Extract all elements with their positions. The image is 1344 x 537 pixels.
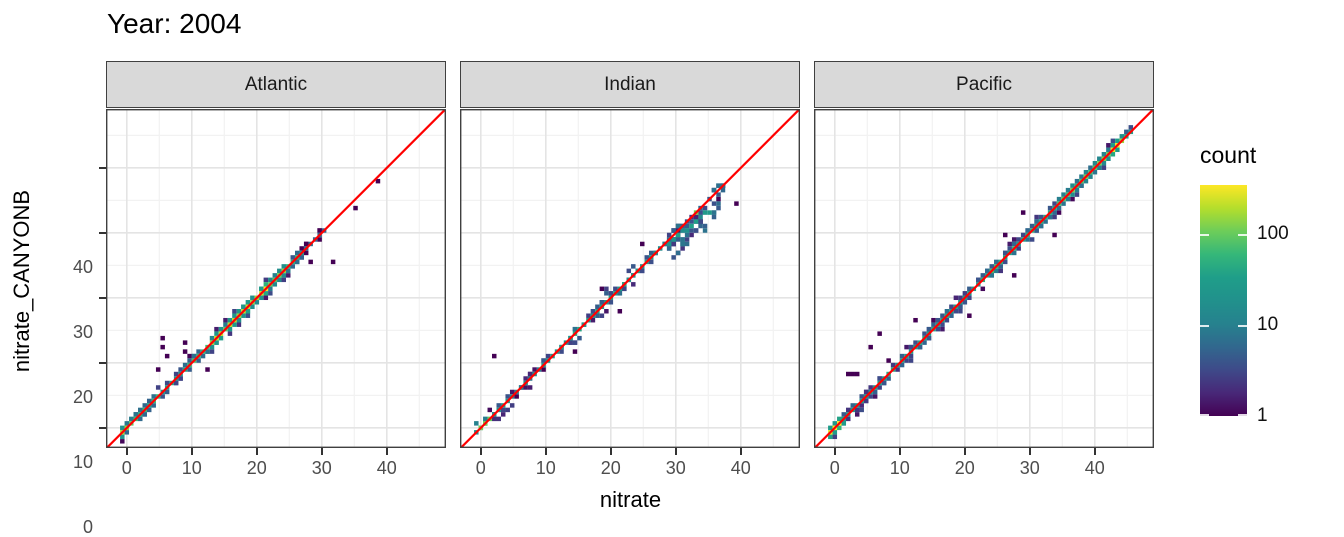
y-tick-mark (99, 296, 106, 299)
plot-title: Year: 2004 (107, 8, 242, 39)
x-tick-mark (674, 448, 677, 455)
panel-atlantic (106, 109, 446, 448)
x-tick-mark (544, 448, 547, 455)
facet-strip-pacific: Pacific (814, 61, 1154, 108)
facet-pacific: Pacific 0 10 20 30 40 (814, 61, 1154, 481)
facet-strip-label: Indian (604, 73, 656, 95)
x-tick-label: 40 (1084, 458, 1105, 478)
y-tick-mark (99, 361, 106, 364)
x-tick-mark (898, 448, 901, 455)
x-axis-indian: 0 10 20 30 40 (460, 448, 800, 488)
x-tick-mark (385, 448, 388, 455)
panel-border (814, 109, 1154, 448)
y-tick-label: 40 (72, 257, 93, 277)
y-tick-mark (99, 166, 106, 169)
x-tick-label: 10 (535, 458, 556, 478)
facet-strip-atlantic: Atlantic (106, 61, 446, 108)
legend-tick-mark (1238, 325, 1247, 328)
x-tick-mark (963, 448, 966, 455)
x-tick-label: 0 (829, 458, 840, 478)
x-tick-label: 30 (1019, 458, 1040, 478)
grid-lines (814, 109, 1154, 448)
grid-lines (460, 109, 800, 448)
y-tick-label: 10 (72, 452, 93, 472)
identity-line (106, 109, 446, 448)
y-tick-label: 20 (72, 387, 93, 407)
facet-strip-indian: Indian (460, 61, 800, 108)
x-tick-label: 40 (730, 458, 751, 478)
legend-title: count (1200, 142, 1257, 168)
x-tick-label: 10 (181, 458, 202, 478)
y-axis: 40 30 20 10 0 (0, 109, 106, 537)
grid-lines (106, 109, 446, 448)
y-tick-label: 0 (82, 517, 93, 537)
x-tick-label: 30 (311, 458, 332, 478)
x-tick-label: 10 (889, 458, 910, 478)
x-axis-atlantic: 0 10 20 30 40 (106, 448, 446, 488)
facet-strip-label: Pacific (956, 73, 1012, 95)
x-axis-title: nitrate (599, 487, 662, 512)
panel-border (106, 109, 446, 448)
x-tick-label: 40 (376, 458, 397, 478)
x-tick-mark (190, 448, 193, 455)
x-tick-mark (125, 448, 128, 455)
x-tick-label: 0 (475, 458, 486, 478)
legend-tick-mark (1238, 234, 1247, 237)
x-axis-pacific: 0 10 20 30 40 (814, 448, 1154, 488)
x-tick-label: 20 (600, 458, 621, 478)
legend-tick-mark (1200, 234, 1209, 237)
panel-pacific (814, 109, 1154, 448)
identity-line (460, 109, 800, 448)
facet-atlantic: Atlantic 0 10 20 30 40 (106, 61, 446, 481)
legend-tick-mark (1200, 325, 1209, 328)
legend-tick-mark (1238, 414, 1247, 416)
y-tick-mark (99, 231, 106, 234)
legend-colorbar (1200, 185, 1247, 416)
panel-indian (460, 109, 800, 448)
facet-indian: Indian 0 10 20 30 40 (460, 61, 800, 481)
x-tick-label: 20 (246, 458, 267, 478)
x-tick-mark (833, 448, 836, 455)
x-tick-mark (479, 448, 482, 455)
legend-tick-label: 10 (1257, 314, 1279, 336)
legend-tick-label: 1 (1257, 405, 1268, 426)
x-tick-mark (1093, 448, 1096, 455)
x-tick-mark (1028, 448, 1031, 455)
x-tick-mark (255, 448, 258, 455)
legend-tick-mark (1200, 414, 1209, 416)
x-tick-label: 30 (665, 458, 686, 478)
legend-tick-label: 100 (1257, 223, 1289, 245)
x-tick-mark (320, 448, 323, 455)
legend-count: count 100 10 1 (1197, 142, 1344, 442)
x-tick-mark (609, 448, 612, 455)
x-tick-mark (739, 448, 742, 455)
x-tick-label: 0 (121, 458, 132, 478)
panel-border (460, 109, 800, 448)
identity-line (814, 109, 1154, 448)
y-tick-label: 30 (72, 322, 93, 342)
y-tick-mark (99, 426, 106, 429)
x-tick-label: 20 (954, 458, 975, 478)
facet-strip-label: Atlantic (244, 73, 308, 95)
